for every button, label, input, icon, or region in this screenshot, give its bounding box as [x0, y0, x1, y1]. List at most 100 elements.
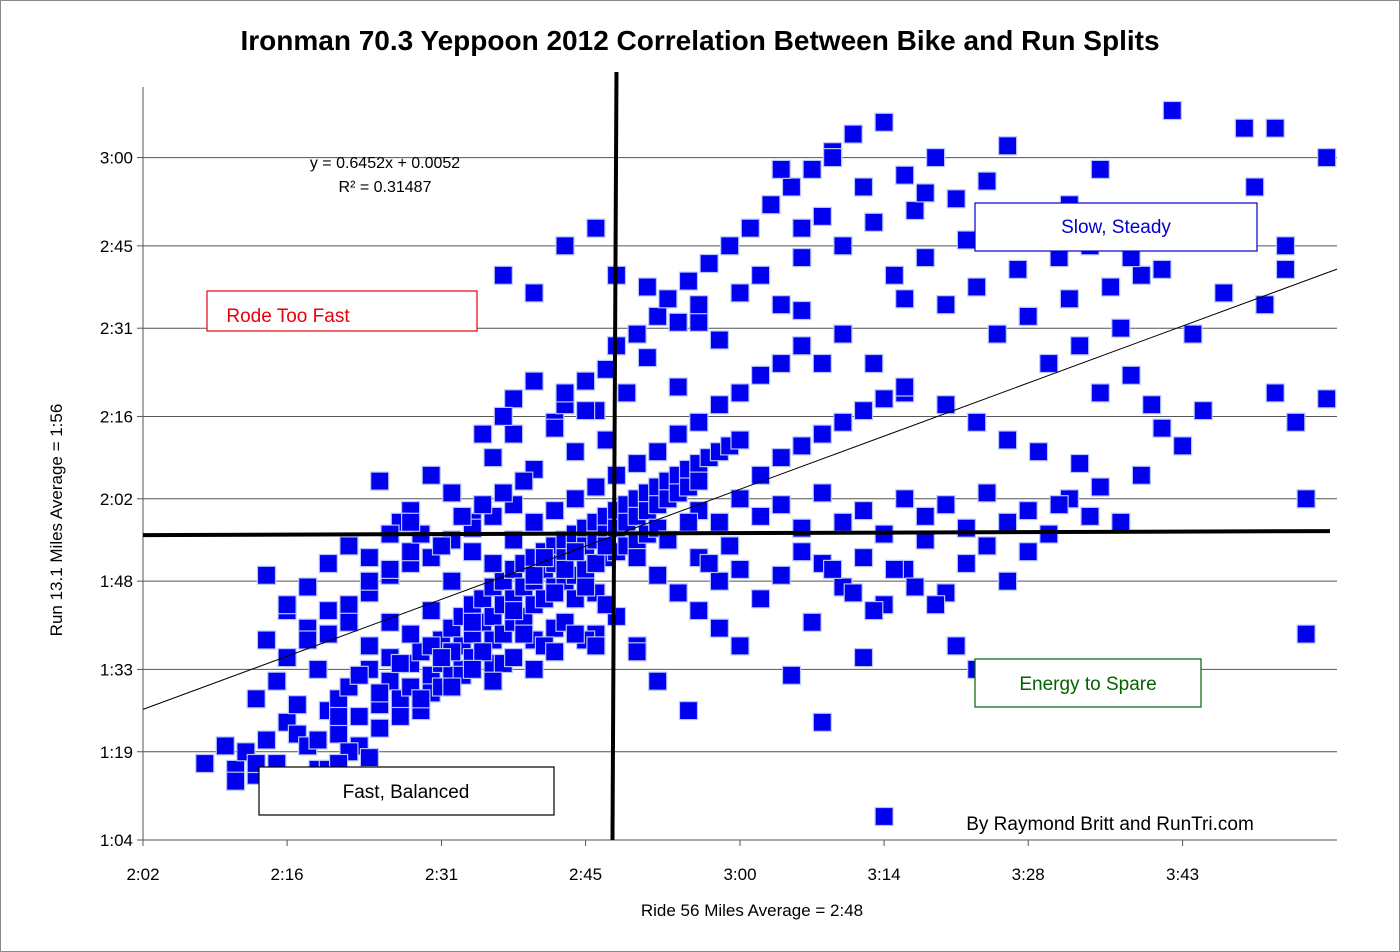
data-point — [329, 706, 349, 727]
data-point — [421, 465, 441, 485]
data-point — [956, 518, 977, 538]
data-point — [431, 647, 452, 668]
data-point — [792, 542, 812, 562]
data-point — [884, 559, 905, 580]
rode-too-fast-label: Rode Too Fast — [226, 306, 350, 327]
data-point — [370, 718, 390, 738]
data-point — [1317, 389, 1337, 409]
data-point — [524, 659, 544, 680]
data-point — [1070, 336, 1090, 356]
data-point — [843, 583, 863, 603]
data-point — [874, 112, 894, 132]
data-point — [390, 653, 410, 674]
data-point — [473, 424, 493, 444]
data-point — [339, 612, 359, 632]
data-point — [997, 136, 1018, 156]
data-point — [524, 283, 544, 303]
data-point — [905, 200, 925, 221]
data-point — [843, 124, 863, 144]
data-point — [1183, 324, 1203, 344]
x-tick-label: 2:31 — [425, 865, 458, 884]
data-point — [709, 618, 730, 638]
data-point — [689, 312, 709, 332]
data-point — [1018, 306, 1038, 326]
data-point — [349, 706, 369, 727]
data-point — [390, 706, 410, 727]
data-point — [565, 624, 585, 644]
data-point — [401, 542, 421, 562]
data-point — [524, 512, 544, 532]
data-point — [1111, 318, 1131, 338]
data-point — [1049, 495, 1069, 515]
data-point — [977, 171, 997, 191]
data-point — [473, 642, 493, 662]
data-point — [750, 265, 771, 285]
data-point — [709, 330, 730, 350]
data-point — [421, 600, 441, 621]
data-point — [1296, 489, 1316, 509]
data-point — [689, 471, 709, 491]
data-point — [936, 495, 956, 515]
data-point — [987, 324, 1007, 344]
data-point — [678, 512, 699, 532]
data-point — [1111, 512, 1131, 532]
data-point — [318, 624, 338, 644]
data-point — [256, 730, 277, 750]
data-point — [1039, 353, 1059, 374]
data-point — [895, 289, 915, 309]
credit-text: By Raymond Britt and RunTri.com — [966, 814, 1254, 835]
data-point — [771, 495, 791, 515]
data-point — [1080, 506, 1100, 526]
data-point — [1090, 383, 1110, 403]
data-point — [874, 806, 894, 827]
data-point — [555, 559, 575, 580]
data-point — [524, 565, 544, 585]
data-point — [545, 583, 565, 603]
data-point — [267, 671, 287, 691]
data-point — [689, 412, 709, 432]
data-point — [946, 189, 966, 209]
data-point — [730, 430, 750, 450]
chart-title: Ironman 70.3 Yeppoon 2012 Correlation Be… — [240, 25, 1159, 56]
data-point — [637, 277, 658, 297]
data-point — [565, 489, 585, 509]
data-point — [1234, 118, 1255, 138]
y-tick-label: 1:33 — [100, 660, 133, 679]
data-point — [812, 206, 832, 226]
data-point — [771, 565, 791, 585]
data-point — [452, 506, 472, 526]
data-point — [1275, 259, 1296, 279]
data-point — [905, 577, 925, 597]
data-point — [936, 295, 956, 315]
data-point — [1317, 148, 1337, 168]
data-point — [1028, 442, 1049, 462]
data-point — [802, 612, 822, 632]
data-point — [648, 565, 668, 585]
data-point — [565, 542, 585, 562]
data-point — [514, 624, 534, 644]
data-point — [874, 389, 894, 409]
data-point — [1172, 436, 1193, 456]
data-point — [833, 324, 853, 344]
data-point — [308, 659, 328, 680]
data-point — [359, 547, 379, 568]
data-point — [1121, 365, 1141, 385]
trendline-r-squared: R² = 0.31487 — [339, 179, 432, 196]
x-tick-label: 3:28 — [1012, 865, 1045, 884]
data-point — [812, 353, 832, 374]
data-point — [884, 265, 905, 285]
y-tick-label: 1:04 — [100, 831, 133, 850]
data-point — [678, 700, 699, 721]
data-point — [359, 636, 379, 656]
data-point — [627, 324, 647, 344]
data-point — [339, 536, 359, 556]
data-point — [997, 430, 1018, 450]
data-point — [946, 636, 966, 656]
data-point — [1286, 412, 1306, 432]
data-point — [442, 571, 462, 591]
data-point — [555, 236, 575, 256]
data-point — [606, 465, 627, 485]
trendline — [142, 268, 1338, 710]
